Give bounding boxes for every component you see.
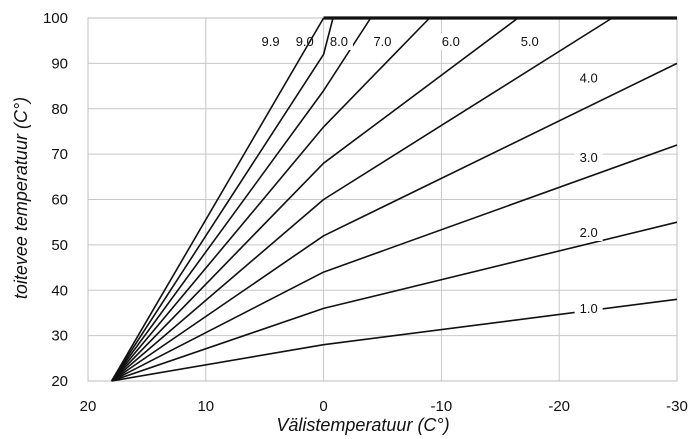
y-tick-label: 30 [51, 328, 68, 345]
curve-label-bg [324, 32, 353, 50]
x-tick-label: 0 [319, 398, 327, 415]
y-tick-label: 70 [51, 146, 68, 163]
curve-label: 9.9 [262, 34, 280, 49]
curve-label: 7.0 [373, 34, 391, 49]
curve-label-bg [515, 32, 544, 50]
y-tick-label: 90 [51, 55, 68, 72]
curve-line [110, 17, 372, 382]
curve-label: 6.0 [442, 34, 460, 49]
curve-line [111, 298, 678, 382]
curve-label-bg [574, 300, 603, 318]
curve-label-bg [256, 32, 285, 50]
curve-label-bg [574, 69, 603, 87]
curve-label: 4.0 [580, 71, 598, 86]
curve-label: 2.0 [580, 225, 598, 240]
curve-line [111, 62, 678, 382]
x-tick-label: -10 [431, 398, 453, 415]
curve-3.0: 3.0 [111, 144, 678, 382]
curve-4.0: 4.0 [111, 62, 678, 382]
x-tick-label: -30 [666, 398, 688, 415]
curve-label-bg [574, 149, 603, 167]
curve-label: 3.0 [580, 150, 598, 165]
curve-label-bg [574, 223, 603, 241]
curve-label-bg [368, 32, 397, 50]
y-axis-title: toitevee temperatuur (C°) [11, 97, 31, 299]
x-axis-title: Välistemperatuur (C°) [276, 415, 449, 435]
curves: 1.0 2.0 3.0 4.0 5.0 6.0 7.0 8.0 9.0 9.9 [110, 16, 678, 382]
curve-line [111, 17, 613, 382]
curve-line [111, 221, 678, 382]
y-tick-label: 50 [51, 237, 68, 254]
curve-line [110, 17, 431, 382]
x-tick-label: 20 [80, 398, 97, 415]
y-tick-labels: 20 30 40 50 60 70 80 90 100 [43, 10, 68, 390]
y-tick-label: 60 [51, 192, 68, 209]
curve-label: 5.0 [521, 34, 539, 49]
y-tick-label: 40 [51, 282, 68, 299]
curve-label: 8.0 [330, 34, 348, 49]
curve-label: 9.0 [296, 34, 314, 49]
curve-label: 1.0 [580, 301, 598, 316]
y-tick-label: 100 [43, 10, 68, 27]
curve-line [110, 17, 325, 382]
y-tick-label: 20 [51, 373, 68, 390]
curve-label-bg [436, 32, 465, 50]
curve-1.0: 1.0 [111, 298, 678, 382]
y-tick-label: 80 [51, 101, 68, 118]
curve-line [110, 17, 334, 382]
curve-line [111, 144, 678, 382]
x-tick-labels: 20 10 0 -10 -20 -30 [80, 398, 688, 415]
x-tick-label: 10 [197, 398, 214, 415]
curve-line [111, 17, 519, 382]
x-tick-label: -20 [548, 398, 570, 415]
curve-2.0: 2.0 [111, 221, 678, 382]
